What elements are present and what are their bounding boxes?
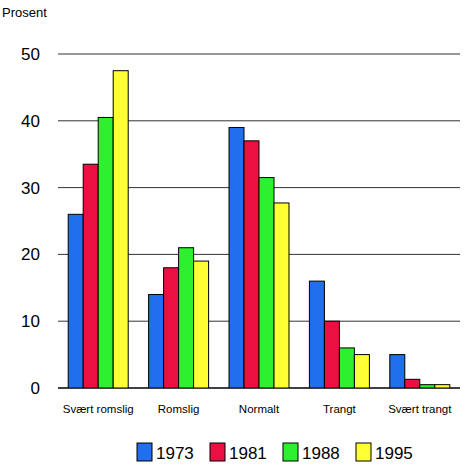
bar — [324, 321, 339, 388]
bar — [309, 281, 324, 388]
bars — [68, 71, 450, 388]
bar — [113, 71, 128, 388]
bar — [229, 127, 244, 388]
x-tick-label: Trangt — [323, 403, 357, 415]
x-tick-label: Svært trangt — [388, 403, 452, 415]
bar — [149, 294, 164, 388]
bar — [164, 268, 179, 388]
x-tick-label: Romslig — [158, 403, 200, 415]
y-tick-label: 30 — [21, 179, 40, 198]
y-tick-label: 40 — [21, 112, 40, 131]
y-tick-label: 10 — [21, 312, 40, 331]
grid-line — [58, 54, 460, 55]
bar — [244, 141, 259, 388]
y-tick-label: 50 — [21, 45, 40, 64]
bar — [274, 203, 289, 388]
y-tick-label: 20 — [21, 245, 40, 264]
legend-label: 1973 — [156, 444, 194, 463]
bar — [405, 379, 420, 388]
bar — [435, 385, 450, 388]
bar — [354, 355, 369, 388]
legend-label: 1981 — [229, 444, 267, 463]
bar — [83, 164, 98, 388]
bar — [390, 355, 405, 388]
legend-label: 1995 — [375, 444, 413, 463]
x-tick-label: Normalt — [239, 403, 280, 415]
y-axis-label: Prosent — [2, 5, 47, 20]
bar — [259, 178, 274, 388]
legend-swatch — [210, 443, 225, 461]
chart-container: Prosent 0 10 20 30 40 50 Svært romslig Romslig No… — [0, 0, 469, 474]
bar — [194, 261, 209, 388]
bar — [339, 348, 354, 388]
chart-svg: Prosent 0 10 20 30 40 50 Svært romslig Romslig No… — [0, 0, 469, 474]
bar — [68, 214, 83, 388]
legend-swatch — [283, 443, 298, 461]
x-tick-label: Svært romslig — [63, 403, 134, 415]
legend-swatch — [137, 443, 152, 461]
bar — [420, 385, 435, 388]
y-tick-label: 0 — [31, 379, 40, 398]
legend-swatch — [356, 443, 371, 461]
bar — [179, 248, 194, 388]
legend-label: 1988 — [302, 444, 340, 463]
bar — [98, 117, 113, 388]
